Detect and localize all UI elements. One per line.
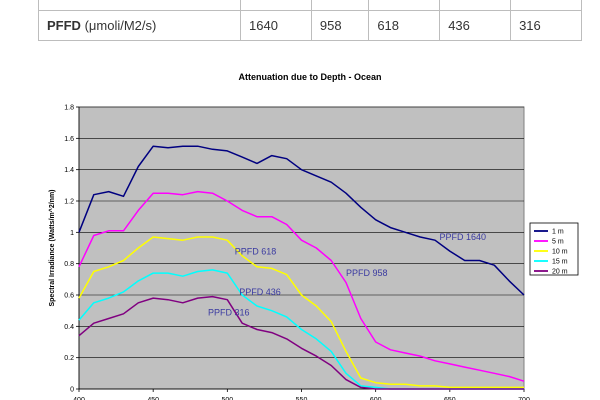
y-tick-label: 1.2 [64, 199, 74, 206]
y-tick-label: 1.6 [64, 136, 74, 143]
x-tick-label: 400 [73, 397, 85, 400]
y-tick-label: 0.2 [64, 355, 74, 362]
row-label: PFFD (μmoli/M2/s) [38, 10, 241, 41]
annotation-label: PPFD 316 [208, 307, 250, 317]
ppfd-table: 1 m 5 m 10 m 15 m 20 m PFFD (μmoli/M2/s)… [38, 0, 582, 41]
annotation-label: PPFD 618 [235, 246, 277, 256]
annotation-label: PPFD 436 [239, 287, 281, 297]
table-cell: 436 [439, 10, 512, 41]
table-cell: 1640 [240, 10, 312, 41]
y-tick-label: 0.6 [64, 293, 74, 300]
legend-entry: 5 m [552, 239, 564, 246]
annotation-label: PPFD 958 [346, 268, 388, 278]
table-cell: 958 [310, 10, 370, 41]
table-cell: 316 [510, 10, 582, 41]
plot-area [78, 106, 525, 390]
series-line-1-m [78, 145, 525, 296]
x-tick-label: 450 [147, 397, 159, 400]
x-tick-label: 500 [221, 397, 233, 400]
legend-entry: 10 m [552, 249, 568, 256]
x-tick-label: 550 [296, 397, 308, 400]
x-tick-label: 600 [370, 397, 382, 400]
chart-title: Attenuation due to Depth - Ocean [239, 72, 382, 82]
y-tick-label: 1.4 [64, 167, 74, 174]
table-row: PFFD (μmoli/M2/s) 1640 958 618 436 316 [38, 10, 582, 41]
legend-entry: 20 m [552, 269, 568, 276]
legend-entry: 1 m [552, 229, 564, 236]
series-line-5-m [78, 190, 525, 382]
legend-entry: 15 m [552, 259, 568, 266]
x-tick-label: 700 [518, 397, 530, 400]
y-tick-label: 0.4 [64, 324, 74, 331]
series-line-10-m [78, 236, 524, 389]
y-tick-label: 0.8 [64, 261, 74, 268]
row-label-unit: (μmoli/M2/s) [84, 18, 157, 33]
y-axis-label: Spectral Irradiance (Watts/m^2/nm) [48, 189, 56, 306]
annotation-label: PPFD 1640 [439, 232, 486, 242]
y-tick-label: 1 [70, 230, 74, 237]
row-label-bold: PFFD [47, 18, 81, 33]
y-tick-label: 0 [70, 387, 74, 394]
y-tick-label: 1.8 [64, 105, 74, 112]
table-cell: 618 [368, 10, 441, 41]
x-tick-label: 650 [444, 397, 456, 400]
series-line-20-m [78, 295, 524, 390]
